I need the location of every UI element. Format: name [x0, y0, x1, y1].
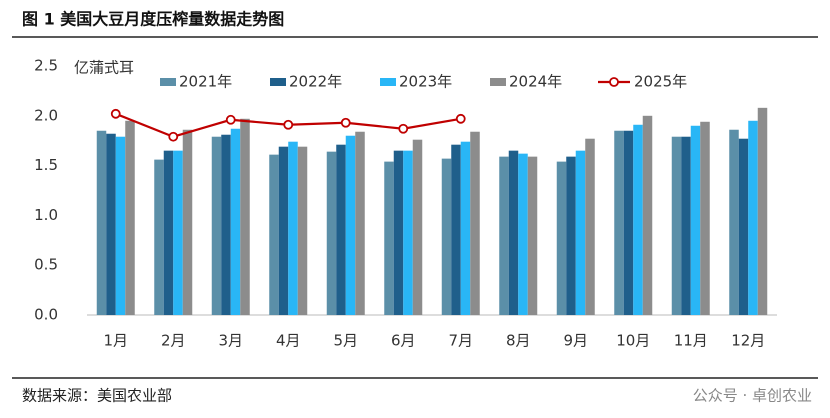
source: 数据来源：美国农业部	[22, 387, 172, 405]
y-tick-label: 1.5	[34, 156, 58, 174]
legend-swatch	[609, 77, 619, 87]
bar	[470, 131, 480, 315]
bar	[499, 156, 509, 315]
y-tick-label: 0.5	[34, 256, 58, 274]
bar	[757, 107, 768, 315]
bar	[642, 115, 653, 315]
bar	[278, 146, 289, 315]
chart-title: 图 1 美国大豆月度压榨量数据走势图	[22, 10, 284, 29]
bar	[173, 150, 183, 315]
bar	[690, 125, 701, 315]
x-tick-label: 5月	[333, 332, 358, 350]
bar	[738, 138, 749, 315]
line-marker	[225, 114, 236, 125]
line-marker	[340, 117, 351, 128]
legend-label: 2023年	[399, 73, 452, 91]
legend-label: 2025年	[634, 73, 687, 91]
bar	[527, 156, 538, 315]
bar	[729, 129, 739, 315]
bar	[230, 128, 241, 315]
bar	[355, 131, 365, 315]
x-tick-label: 4月	[276, 332, 301, 350]
bar	[154, 159, 164, 315]
legend-label: 2022年	[289, 73, 342, 91]
legend-label: 2021年	[179, 73, 232, 91]
x-tick-label: 9月	[563, 332, 588, 350]
bar	[556, 161, 567, 315]
legend-swatch	[160, 78, 176, 86]
bar	[163, 150, 174, 315]
bar	[326, 151, 337, 315]
bar	[460, 141, 471, 315]
line-marker	[283, 119, 294, 130]
line-marker	[398, 123, 409, 134]
bar	[681, 136, 691, 315]
bar	[671, 136, 682, 315]
watermark: 公众号 · 卓创农业	[693, 387, 812, 405]
bar	[585, 138, 595, 315]
x-tick-label: 2月	[161, 332, 186, 350]
y-tick-label: 2.0	[34, 106, 58, 124]
y-tick-label: 0.0	[34, 306, 58, 324]
bar	[508, 150, 519, 315]
x-tick-label: 8月	[506, 332, 531, 350]
bar	[518, 153, 528, 315]
bar	[221, 134, 231, 315]
y-tick-label: 1.0	[34, 206, 58, 224]
bar	[384, 161, 394, 315]
bar	[336, 144, 346, 315]
bar	[451, 144, 461, 315]
line-marker	[110, 108, 121, 119]
x-tick-label: 1月	[103, 332, 128, 350]
x-tick-label: 7月	[448, 332, 473, 350]
line-marker	[455, 113, 466, 124]
bar	[403, 150, 413, 315]
bar	[575, 150, 586, 315]
legend-swatch	[380, 78, 396, 86]
bar	[700, 121, 710, 315]
legend-label: 2024年	[509, 73, 562, 91]
x-tick-label: 3月	[218, 332, 243, 350]
bar	[345, 135, 356, 315]
bar	[614, 130, 624, 315]
bar	[297, 146, 308, 315]
bar	[623, 130, 634, 315]
bar	[182, 129, 193, 315]
bar	[211, 136, 222, 315]
x-tick-label: 11月	[674, 332, 708, 350]
line-marker	[168, 131, 179, 142]
bar	[633, 124, 643, 315]
legend-swatch	[490, 78, 506, 86]
x-tick-label: 12月	[731, 332, 765, 350]
bar	[393, 150, 404, 315]
y-axis-label: 亿蒲式耳	[74, 59, 134, 77]
bar	[412, 139, 423, 315]
bar	[748, 120, 758, 315]
bar	[288, 141, 298, 315]
bar	[240, 118, 250, 316]
y-tick-label: 2.5	[34, 57, 58, 75]
legend-swatch	[270, 78, 286, 86]
bar	[566, 156, 576, 315]
bar	[115, 136, 126, 315]
x-tick-label: 6月	[391, 332, 416, 350]
bar	[125, 120, 135, 315]
x-tick-label: 10月	[616, 332, 650, 350]
bar	[96, 130, 107, 315]
bar	[441, 158, 452, 315]
bar	[106, 133, 116, 315]
bar	[269, 154, 279, 315]
